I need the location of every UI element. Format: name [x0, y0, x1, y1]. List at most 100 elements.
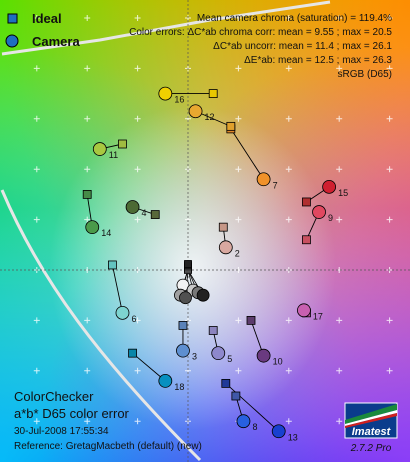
grid-mark [285, 418, 292, 425]
stat-chroma: Mean camera chroma (saturation) = 119.4% [197, 13, 392, 24]
ideal-marker-patch-15 [302, 197, 311, 207]
grid-mark [33, 166, 40, 173]
connector-patch-7 [230, 128, 264, 180]
grid-mark [336, 418, 343, 425]
ideal-marker-patch-2 [218, 222, 228, 232]
legend-ideal-marker [7, 13, 18, 24]
grid-mark [84, 115, 91, 122]
grid-mark [134, 166, 141, 173]
patch-label-13: 13 [288, 432, 298, 442]
grid-mark [84, 418, 91, 425]
camera-marker-patch-12 [188, 104, 203, 119]
ideal-marker-patch-16 [208, 89, 218, 98]
camera-marker-patch-15 [322, 179, 337, 194]
grid-mark [285, 216, 292, 223]
grid-mark [134, 115, 141, 122]
grid-mark [336, 317, 343, 324]
camera-marker-patch-10 [256, 348, 271, 363]
grid-mark [386, 65, 393, 72]
grid-mark [134, 65, 141, 72]
grid-mark [336, 115, 343, 122]
grid-mark [235, 65, 242, 72]
ideal-marker-patch-12 [226, 121, 236, 131]
camera-marker-patch-17 [297, 303, 311, 318]
patch-label-14: 14 [101, 228, 111, 238]
grid-mark [386, 115, 393, 122]
camera-marker-patch-9 [312, 205, 326, 219]
ideal-marker-patch-9 [302, 235, 311, 245]
neutral-camera-marker [179, 291, 192, 305]
stat-colorspace: sRGB (D65) [338, 69, 392, 80]
grid-mark [134, 317, 141, 324]
ideal-marker-patch-13 [221, 378, 231, 388]
stat-chroma-corr: Color errors: ΔC*ab chroma corr: mean = … [129, 27, 392, 38]
camera-marker-patch-2 [218, 240, 233, 255]
ideal-marker-patch-11 [118, 139, 127, 149]
grid-mark [285, 166, 292, 173]
ideal-marker-patch-5 [208, 326, 218, 335]
chart-subtitle: a*b* D65 color error [14, 406, 130, 421]
patch-label-6: 6 [131, 314, 136, 324]
logo-version: 2.7.2 Pro [350, 443, 392, 454]
grid-mark [84, 317, 91, 324]
camera-marker-patch-13 [271, 424, 286, 439]
grid-mark [33, 15, 40, 21]
legend-ideal-label: Ideal [32, 11, 62, 26]
grid-mark [33, 317, 40, 324]
grid-mark [84, 367, 91, 374]
grid-mark [33, 367, 40, 374]
legend-camera-marker [5, 34, 19, 48]
grid-mark [235, 367, 242, 374]
connector-patch-18 [132, 352, 166, 382]
camera-marker-patch-3 [176, 343, 190, 358]
grid-mark [285, 65, 292, 72]
grid-mark [336, 367, 343, 374]
camera-marker-patch-11 [92, 142, 107, 156]
grid-mark [134, 216, 141, 223]
patch-label-12: 12 [205, 112, 215, 122]
ideal-marker-patch-10 [246, 315, 256, 325]
ideal-marker-patch-8 [231, 391, 241, 401]
imatest-logo: Imatest 2.7.2 Pro [344, 402, 398, 454]
grid-mark [386, 367, 393, 374]
patch-label-10: 10 [273, 357, 283, 367]
chart-reference: Reference: GretagMacbeth (default) (new) [14, 441, 202, 452]
grid-mark [33, 418, 40, 425]
grid-mark [235, 317, 242, 324]
data-points [82, 86, 337, 439]
neutral-ideal-marker [184, 260, 192, 268]
ideal-marker-patch-4 [150, 210, 160, 219]
grid-mark [84, 15, 91, 21]
grid-mark [336, 216, 343, 223]
grid-mark [285, 115, 292, 122]
grid-mark [235, 166, 242, 173]
grid-mark [134, 367, 141, 374]
grid-mark [386, 15, 393, 21]
camera-marker-patch-8 [236, 414, 251, 429]
ideal-marker-patch-6 [108, 260, 117, 270]
camera-marker-patch-5 [211, 346, 226, 361]
stat-delta-e: ΔE*ab: mean = 12.5 ; max = 26.3 [244, 55, 392, 66]
patch-label-17: 17 [313, 311, 323, 321]
grid-mark [33, 115, 40, 122]
grid-mark [33, 216, 40, 223]
grid-mark [336, 15, 343, 21]
grid-mark [386, 317, 393, 324]
patch-label-11: 11 [109, 150, 118, 160]
connector-patch-6 [111, 264, 123, 313]
patch-label-18: 18 [174, 382, 184, 392]
patch-label-9: 9 [328, 213, 333, 223]
stats-block: Mean camera chroma (saturation) = 119.4%… [129, 13, 392, 80]
title-block: ColorChecker a*b* D65 color error 30-Jul… [14, 389, 202, 452]
camera-marker-patch-16 [158, 86, 173, 101]
grid-mark [235, 115, 242, 122]
grid-mark [386, 166, 393, 173]
chart-title: ColorChecker [14, 389, 94, 404]
chart-timestamp: 30-Jul-2008 17:55:34 [14, 426, 109, 437]
grid-mark [134, 15, 141, 21]
patch-labels: 2 3 4 5 6 7 8 9 10 11 12 13 14 15 16 17 18 [101, 95, 348, 443]
patch-label-2: 2 [235, 248, 240, 258]
